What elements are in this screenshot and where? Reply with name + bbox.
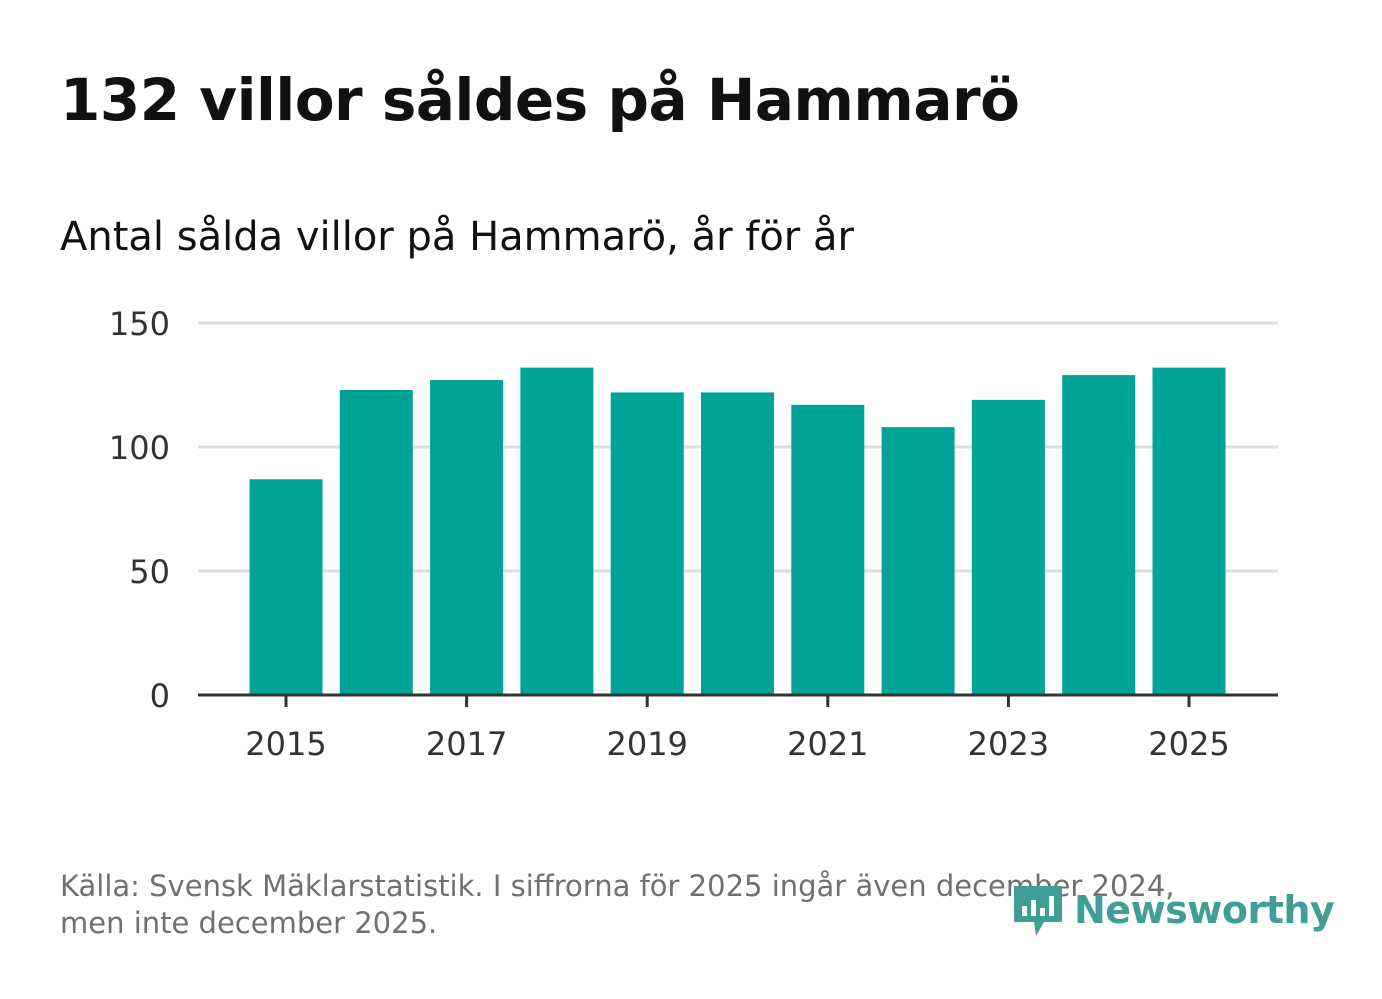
x-tick-label-2023: 2023 — [968, 725, 1049, 763]
brand-name: Newsworthy — [1074, 888, 1335, 932]
bar-2025 — [1152, 367, 1226, 695]
x-tick-label-2021: 2021 — [787, 725, 868, 763]
source-note-line-2: men inte december 2025. — [60, 906, 438, 940]
bar-2018 — [520, 367, 594, 695]
y-tick-label-150: 150 — [109, 305, 170, 343]
bar-2024 — [1062, 375, 1136, 695]
bar-2022 — [881, 427, 955, 695]
x-tick-label-2015: 2015 — [245, 725, 326, 763]
bar-2016 — [339, 389, 413, 695]
bar-2017 — [430, 380, 504, 695]
bar-2019 — [610, 392, 684, 695]
brand-logo: Newsworthy — [1010, 880, 1335, 940]
newsworthy-logo-icon — [1014, 886, 1062, 936]
x-tick-label-2019: 2019 — [606, 725, 687, 763]
y-tick-label-0: 0 — [150, 677, 170, 715]
source-note-line-1: Källa: Svensk Mäklarstatistik. I siffror… — [60, 869, 1175, 903]
bars — [249, 367, 1226, 695]
y-tick-label-50: 50 — [129, 553, 170, 591]
bar-2021 — [791, 404, 865, 695]
x-tick-label-2017: 2017 — [426, 725, 507, 763]
chart-title: 132 villor såldes på Hammarö — [60, 66, 1020, 134]
chart-subtitle: Antal sålda villor på Hammarö, år för år — [60, 214, 854, 260]
bar-2023 — [971, 399, 1045, 695]
source-note: Källa: Svensk Mäklarstatistik. I siffror… — [60, 868, 1260, 942]
bar-2015 — [249, 479, 323, 695]
bar-2020 — [701, 392, 774, 695]
x-tick-label-2025: 2025 — [1148, 725, 1229, 763]
axes: 0 50 100 150 2015 2017 2019 2021 2023 2025 — [109, 305, 1278, 763]
y-tick-label-100: 100 — [109, 429, 170, 467]
